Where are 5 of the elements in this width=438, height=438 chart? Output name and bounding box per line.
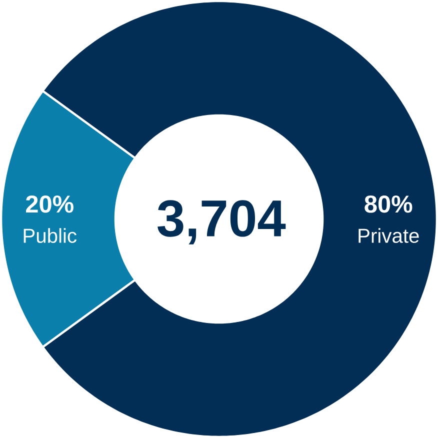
text: 3,704 <box>158 200 286 244</box>
data-label: 80% <box>364 195 412 213</box>
data-label: 20% <box>26 195 74 213</box>
slice-label: Private <box>358 228 419 243</box>
slice-label: Public <box>24 228 77 243</box>
